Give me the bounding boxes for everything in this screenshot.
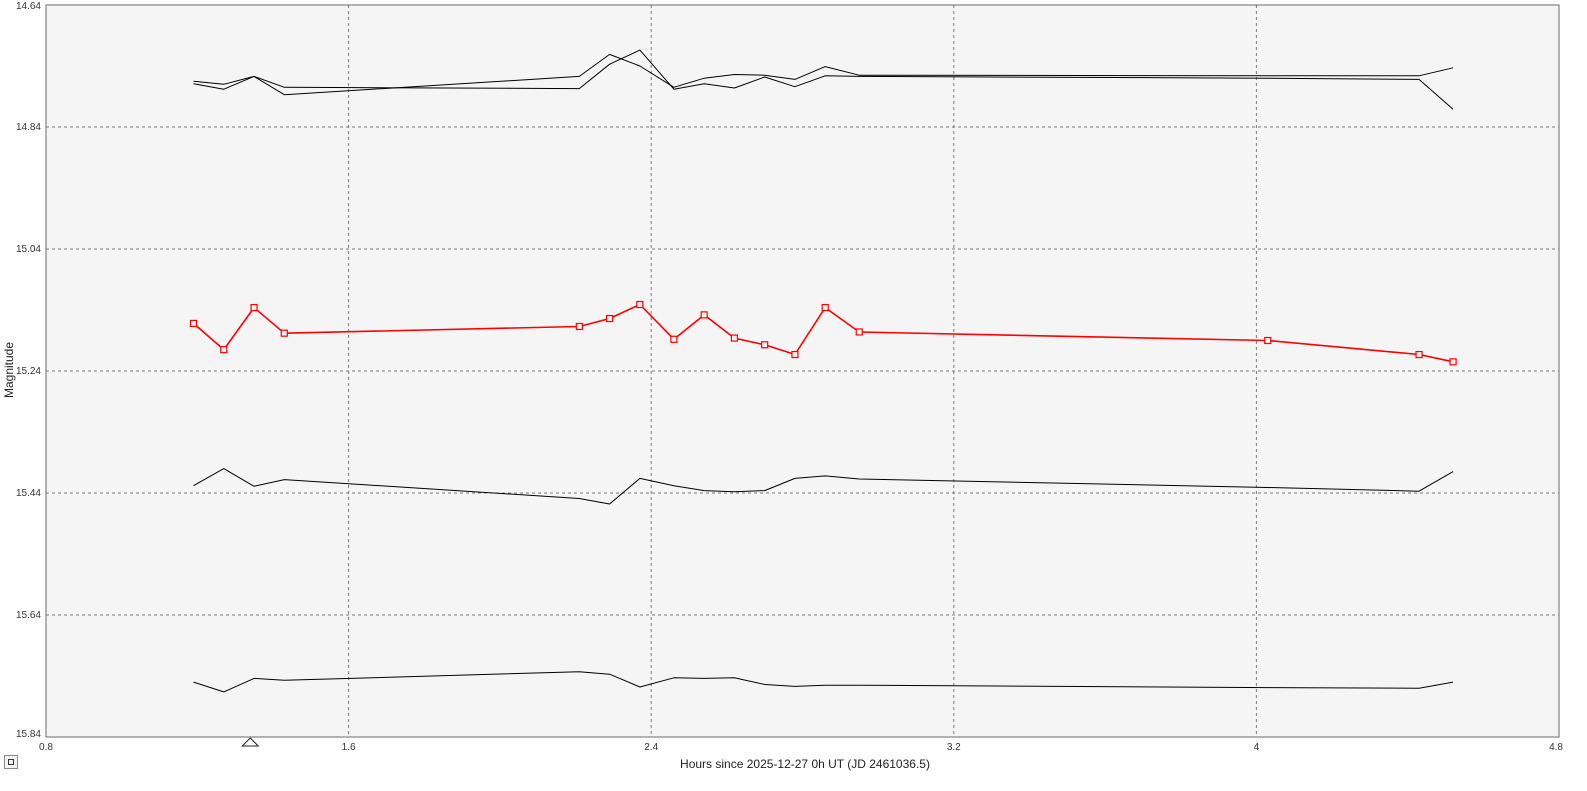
y-axis-label: Magnitude (2, 342, 16, 398)
target-data-point (670, 335, 678, 343)
x-tick-label: 2.4 (644, 742, 658, 753)
y-tick-label: 15.64 (16, 610, 41, 621)
y-tick-label: 15.24 (16, 366, 41, 377)
target-data-point (791, 350, 799, 359)
target-data-point (1264, 336, 1272, 345)
target-data-point (189, 319, 198, 328)
series-layer (189, 49, 1457, 693)
y-axis-ticks: 14.64 14.84 15.04 15.24 15.44 15.64 15.84 (16, 1, 41, 740)
target-data-point (280, 329, 288, 337)
target-data-point (250, 303, 258, 312)
target-data-point (1415, 350, 1423, 359)
y-tick-label: 15.04 (16, 244, 41, 255)
time-marker-triangle-icon[interactable] (241, 737, 260, 747)
x-tick-label: 4.8 (1549, 742, 1563, 753)
comparison-series-line-2 (193, 49, 1454, 110)
target-data-point (855, 328, 863, 336)
target-data-point (605, 314, 614, 323)
comparison-series-line-3 (193, 468, 1454, 505)
target-data-point (575, 322, 583, 331)
plot-frame (45, 4, 1560, 738)
target-data-point (220, 346, 228, 354)
target-data-point (761, 341, 769, 349)
y-tick-label: 15.84 (16, 729, 41, 740)
target-data-point (636, 300, 644, 309)
comparison-series-line-4 (193, 671, 1454, 693)
y-tick-label: 14.84 (16, 122, 41, 133)
x-tick-label: 0.8 (39, 742, 53, 753)
grid-lines (46, 5, 1559, 737)
x-axis-label: Hours since 2025-12-27 0h UT (JD 2461036… (680, 757, 930, 771)
y-tick-label: 15.44 (16, 488, 41, 499)
target-data-point (821, 303, 829, 312)
x-tick-label: 1.6 (342, 742, 356, 753)
x-axis-ticks: 0.8 1.6 2.4 3.2 4 4.8 (39, 742, 1563, 753)
x-tick-label: 4 (1254, 742, 1260, 753)
target-data-point (1449, 358, 1457, 366)
comparison-series-line-1 (193, 53, 1454, 96)
y-tick-label: 14.64 (16, 1, 41, 12)
target-data-point (700, 311, 708, 319)
x-tick-label: 3.2 (947, 742, 961, 753)
corner-toggle-button[interactable] (4, 755, 18, 769)
target-data-point (730, 334, 739, 342)
